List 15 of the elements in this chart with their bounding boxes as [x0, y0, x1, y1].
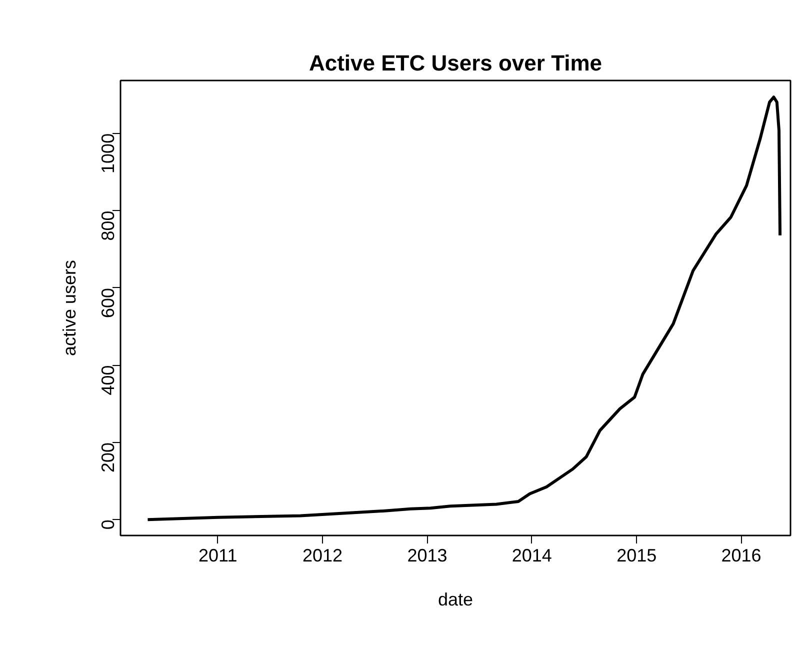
y-tick-label: 400	[98, 365, 118, 396]
y-tick-label: 600	[98, 288, 118, 318]
x-tick-label: 2012	[302, 546, 343, 566]
x-tick-label: 2011	[198, 546, 238, 566]
x-tick-label: 2014	[512, 546, 552, 566]
y-axis-title: active users	[60, 260, 80, 356]
y-tick-label: 800	[98, 210, 118, 241]
x-tick-label: 2016	[721, 546, 762, 566]
y-tick-label: 1000	[98, 133, 118, 174]
chart-title: Active ETC Users over Time	[308, 50, 602, 76]
x-tick-label: 2013	[407, 546, 448, 566]
y-tick-label: 200	[98, 442, 118, 472]
x-axis-title: date	[438, 590, 474, 610]
y-tick-label: 0	[98, 520, 118, 530]
x-tick-label: 2015	[616, 546, 657, 566]
